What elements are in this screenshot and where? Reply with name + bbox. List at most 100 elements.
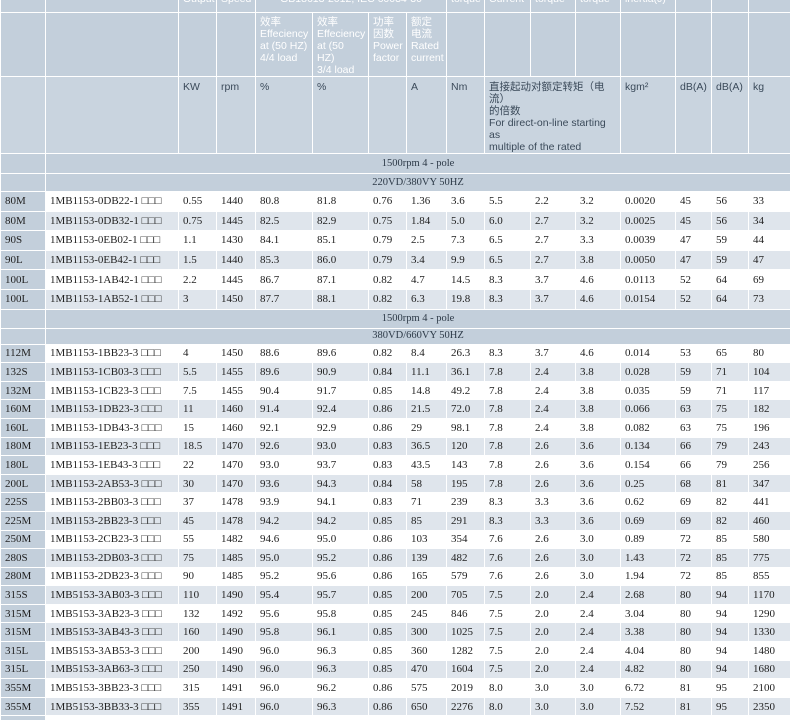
data-cell: 3.3 — [530, 510, 577, 531]
data-row: 132M 1MB1153-1CB23-3 □□□ 7.5 1455 90.4 91.7 0.… — [0, 380, 790, 401]
cell — [45, 12, 179, 77]
data-cell: 8.88 — [620, 715, 677, 720]
data-cell: 0.85 — [368, 641, 407, 661]
data-cell: 2.4 — [530, 362, 577, 382]
data-cell: 239 — [446, 492, 486, 512]
data-row: 315L 1MB5153-3AB53-3 □□□ 200 1490 96.0 96.3 0.… — [0, 641, 790, 661]
cell — [0, 327, 46, 345]
data-cell: 15 — [178, 417, 217, 438]
data-cell: 1290 — [748, 603, 790, 624]
data-cell: 4.6 — [575, 343, 622, 364]
data-cell: 0.86 — [368, 417, 407, 438]
data-cell: 68 — [675, 473, 713, 494]
data-row: 132S 1MB1153-1CB03-3 □□□ 5.5 1455 89.6 90.9 0.… — [0, 362, 790, 382]
data-cell: 3.8 — [575, 380, 622, 401]
frame-cell: 80M — [0, 191, 46, 212]
header-cell: Speed — [216, 0, 256, 13]
data-cell: 3.3 — [530, 492, 577, 512]
data-row: 90S 1MB1153-0EB02-1 □□□ 1.1 1430 84.1 85.1 0.7… — [0, 230, 790, 251]
data-cell: 1.36 — [405, 191, 448, 212]
frame-cell: 90S — [0, 230, 46, 251]
data-cell: 94 — [711, 622, 750, 643]
data-cell: 139 — [405, 548, 448, 568]
section-row: 1500rpm 4 - pole — [0, 308, 790, 329]
data-cell: 8.4 — [405, 343, 448, 364]
data-cell: 96.3 — [312, 696, 369, 717]
data-cell: 2.0 — [530, 622, 577, 643]
data-cell: 4 — [178, 343, 217, 364]
data-cell: 1470 — [216, 455, 256, 475]
data-cell: 1MB1153-2CB23-3 □□□ — [45, 529, 179, 550]
data-cell: 6.0 — [484, 210, 532, 232]
data-cell: 8.0 — [484, 678, 532, 698]
data-cell: 7.5 — [484, 603, 532, 624]
data-cell: 360 — [405, 641, 448, 661]
data-cell: 3.0 — [530, 678, 577, 698]
data-row: 355M 1MB5153-3BB23-3 □□□ 315 1491 96.0 96.2 0.… — [0, 678, 790, 698]
data-cell: 3.38 — [620, 622, 677, 643]
data-cell: 117 — [748, 380, 790, 401]
data-cell: 94.2 — [255, 510, 313, 531]
data-cell: 96.3 — [312, 659, 369, 680]
data-cell: 47 — [675, 230, 713, 251]
data-cell: 3.2 — [575, 210, 622, 232]
data-cell: 0.0039 — [620, 230, 677, 251]
data-cell: 0.79 — [368, 249, 407, 271]
data-cell: 7.8 — [484, 362, 532, 382]
data-cell: 73 — [748, 288, 790, 310]
data-cell: 95.7 — [312, 585, 369, 605]
data-cell: 0.76 — [368, 191, 407, 212]
data-cell: 0.75 — [368, 210, 407, 232]
data-cell: 82.9 — [312, 210, 369, 232]
data-cell: 0.69 — [620, 510, 677, 531]
cell — [748, 0, 790, 13]
data-cell: 1490 — [216, 715, 256, 720]
data-cell: 85 — [711, 566, 750, 587]
data-cell: 2.6 — [530, 548, 577, 568]
data-cell: 7.5 — [484, 641, 532, 661]
data-cell: 95.8 — [255, 622, 313, 643]
data-cell: 3.3 — [575, 230, 622, 251]
data-cell: 1MB1153-1DB43-3 □□□ — [45, 417, 179, 438]
data-cell: 87.1 — [312, 269, 369, 290]
data-row: 355M 1MB5153-3BB33-3 □□□ 355 1491 96.0 96.3 0.… — [0, 696, 790, 717]
cell — [620, 12, 677, 77]
data-cell: 4.82 — [620, 659, 677, 680]
data-cell: 95 — [711, 715, 750, 720]
data-cell: 1680 — [748, 659, 790, 680]
data-cell: 0.86 — [368, 566, 407, 587]
data-cell: 96.0 — [255, 641, 313, 661]
data-cell: 96.2 — [312, 715, 369, 720]
data-cell: 94.1 — [312, 492, 369, 512]
data-cell: 2565 — [446, 715, 486, 720]
cell — [0, 153, 46, 174]
data-cell: 96.3 — [312, 641, 369, 661]
data-cell: 1MB1153-0DB22-1 □□□ — [45, 191, 179, 212]
data-cell: 36.5 — [405, 436, 448, 457]
data-cell: 3.7 — [530, 343, 577, 364]
data-cell: 0.83 — [368, 455, 407, 475]
cell — [711, 0, 750, 13]
unit-cell: % — [312, 76, 369, 154]
data-cell: 80.8 — [255, 191, 313, 212]
data-cell: 79 — [711, 455, 750, 475]
data-cell: 104 — [748, 362, 790, 382]
data-cell: 347 — [748, 473, 790, 494]
data-cell: 0.85 — [368, 585, 407, 605]
data-cell: 1MB1153-2BB23-3 □□□ — [45, 510, 179, 531]
data-cell: 93.0 — [312, 436, 369, 457]
data-cell: 2.6 — [530, 455, 577, 475]
data-cell: 2.4 — [575, 641, 622, 661]
data-cell: 1470 — [216, 436, 256, 457]
data-cell: 95.2 — [312, 548, 369, 568]
data-row: 80M 1MB1153-0DB22-1 □□□ 0.55 1440 80.8 81.8 0.… — [0, 191, 790, 212]
header-cell: torque — [530, 0, 577, 13]
data-cell: 6.5 — [484, 249, 532, 271]
data-cell: 6.3 — [405, 288, 448, 310]
data-cell: 96.0 — [255, 715, 313, 720]
data-cell: 0.82 — [368, 288, 407, 310]
data-cell: 55 — [178, 529, 217, 550]
data-cell: 95.0 — [312, 529, 369, 550]
data-row: 180M 1MB1153-1EB23-3 □□□ 18.5 1470 92.6 93.0 0… — [0, 436, 790, 457]
